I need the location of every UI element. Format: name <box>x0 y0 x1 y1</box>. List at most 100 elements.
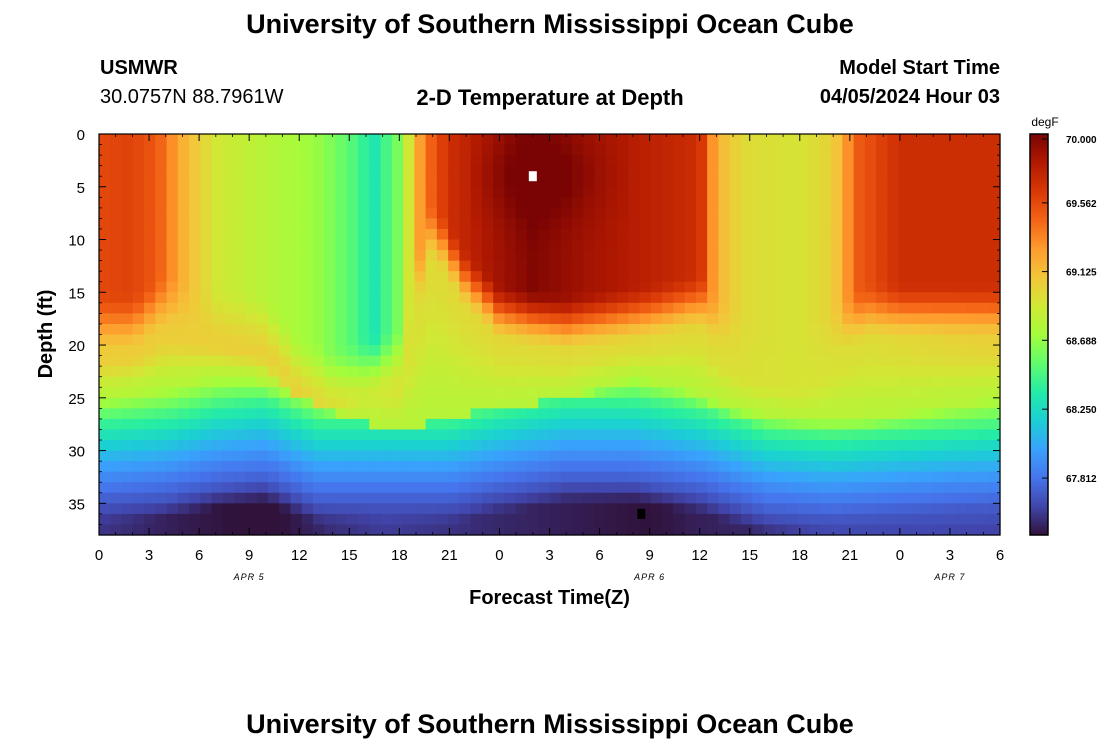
heatmap-cell <box>774 228 787 241</box>
heatmap-cell <box>864 345 877 357</box>
heatmap-cell <box>842 239 855 251</box>
heatmap-cell <box>132 176 145 188</box>
heatmap-cell <box>504 355 517 367</box>
heatmap-cell <box>797 271 810 283</box>
heatmap-cell <box>324 440 337 452</box>
heatmap-cell <box>436 513 449 526</box>
heatmap-cell <box>436 366 449 378</box>
heatmap-cell <box>211 524 224 536</box>
heatmap-cell <box>459 503 472 515</box>
heatmap-cell <box>110 313 123 325</box>
heatmap-cell <box>842 355 855 367</box>
colorbar-label: degF <box>1031 115 1058 129</box>
heatmap-cell <box>572 387 584 399</box>
heatmap-cell <box>921 387 934 399</box>
heatmap-cell <box>842 524 855 536</box>
heatmap-cell <box>526 355 539 367</box>
heatmap-cell <box>909 186 922 198</box>
heatmap-cell <box>605 355 618 367</box>
heatmap-cell <box>324 239 337 251</box>
heatmap-cell <box>267 387 280 399</box>
heatmap-cell <box>864 239 877 251</box>
heatmap-cell <box>977 281 990 293</box>
heatmap-cell <box>335 387 348 399</box>
heatmap-cell <box>189 387 201 399</box>
heatmap-cell <box>617 524 629 536</box>
heatmap-cell <box>189 260 201 272</box>
heatmap-cell <box>267 207 280 220</box>
heatmap-cell <box>763 281 776 293</box>
heatmap-cell <box>481 492 494 504</box>
heatmap-cell <box>673 461 686 473</box>
heatmap-cell <box>740 313 753 325</box>
heatmap-cell <box>425 376 438 388</box>
heatmap-cell <box>301 228 314 241</box>
heatmap-cell <box>200 271 213 283</box>
heatmap-cell <box>560 197 573 209</box>
heatmap-cell <box>470 186 483 198</box>
heatmap-cell <box>808 376 821 388</box>
heatmap-cell <box>842 323 855 336</box>
heatmap-cell <box>628 281 641 293</box>
heatmap-cell <box>481 397 494 409</box>
heatmap-cell <box>729 397 742 409</box>
heatmap-cell <box>425 334 438 346</box>
x-tick-label: 6 <box>195 547 203 564</box>
heatmap-cell <box>583 197 596 209</box>
heatmap-cell <box>943 513 956 526</box>
heatmap-cell <box>346 334 359 346</box>
heatmap-cell <box>954 134 967 146</box>
heatmap-cell <box>695 228 708 241</box>
heatmap-cell <box>864 271 877 283</box>
heatmap-cell <box>695 408 708 420</box>
heatmap-cell <box>132 260 145 272</box>
heatmap-cell <box>966 165 979 177</box>
heatmap-cell <box>470 345 483 357</box>
heatmap-cell <box>515 323 528 336</box>
heatmap-cell <box>662 186 674 198</box>
heatmap-cell <box>121 387 134 399</box>
heatmap-cell <box>763 228 776 241</box>
heatmap-cell <box>831 345 843 357</box>
heatmap-cell <box>695 260 708 272</box>
heatmap-cell <box>448 281 460 293</box>
heatmap-cell <box>448 271 460 283</box>
heatmap-cell <box>808 440 821 452</box>
heatmap-cell <box>177 524 190 536</box>
heatmap-cell <box>549 429 562 441</box>
heatmap-cell <box>572 176 584 188</box>
heatmap-cell <box>887 165 900 177</box>
heatmap-cell <box>155 228 168 241</box>
heatmap-cell <box>932 134 945 146</box>
heatmap-cell <box>358 292 370 304</box>
heatmap-cell <box>842 250 855 262</box>
heatmap-cell <box>414 186 427 198</box>
heatmap-cell <box>391 323 404 336</box>
heatmap-cell <box>121 281 134 293</box>
heatmap-cell <box>234 207 247 220</box>
heatmap-cell <box>966 292 979 304</box>
heatmap-cell <box>673 271 686 283</box>
heatmap-cell <box>605 450 618 462</box>
heatmap-cell <box>380 376 393 388</box>
heatmap-cell <box>481 440 494 452</box>
heatmap-cell <box>448 186 460 198</box>
heatmap-cell <box>256 302 269 314</box>
heatmap-cell <box>234 492 247 504</box>
heatmap-cell <box>729 492 742 504</box>
heatmap-cell <box>222 323 235 336</box>
heatmap-cell <box>695 302 708 314</box>
heatmap-cell <box>346 355 359 367</box>
heatmap-cell <box>470 461 483 473</box>
heatmap-cell <box>763 186 776 198</box>
heatmap-cell <box>459 144 472 156</box>
heatmap-cell <box>740 482 753 494</box>
heatmap-cell <box>504 302 517 314</box>
heatmap-cell <box>887 492 900 504</box>
heatmap-cell <box>966 482 979 494</box>
heatmap-cell <box>774 134 787 146</box>
heatmap-cell <box>740 503 753 515</box>
heatmap-cell <box>369 524 382 536</box>
heatmap-cell <box>436 492 449 504</box>
heatmap-cell <box>617 345 629 357</box>
